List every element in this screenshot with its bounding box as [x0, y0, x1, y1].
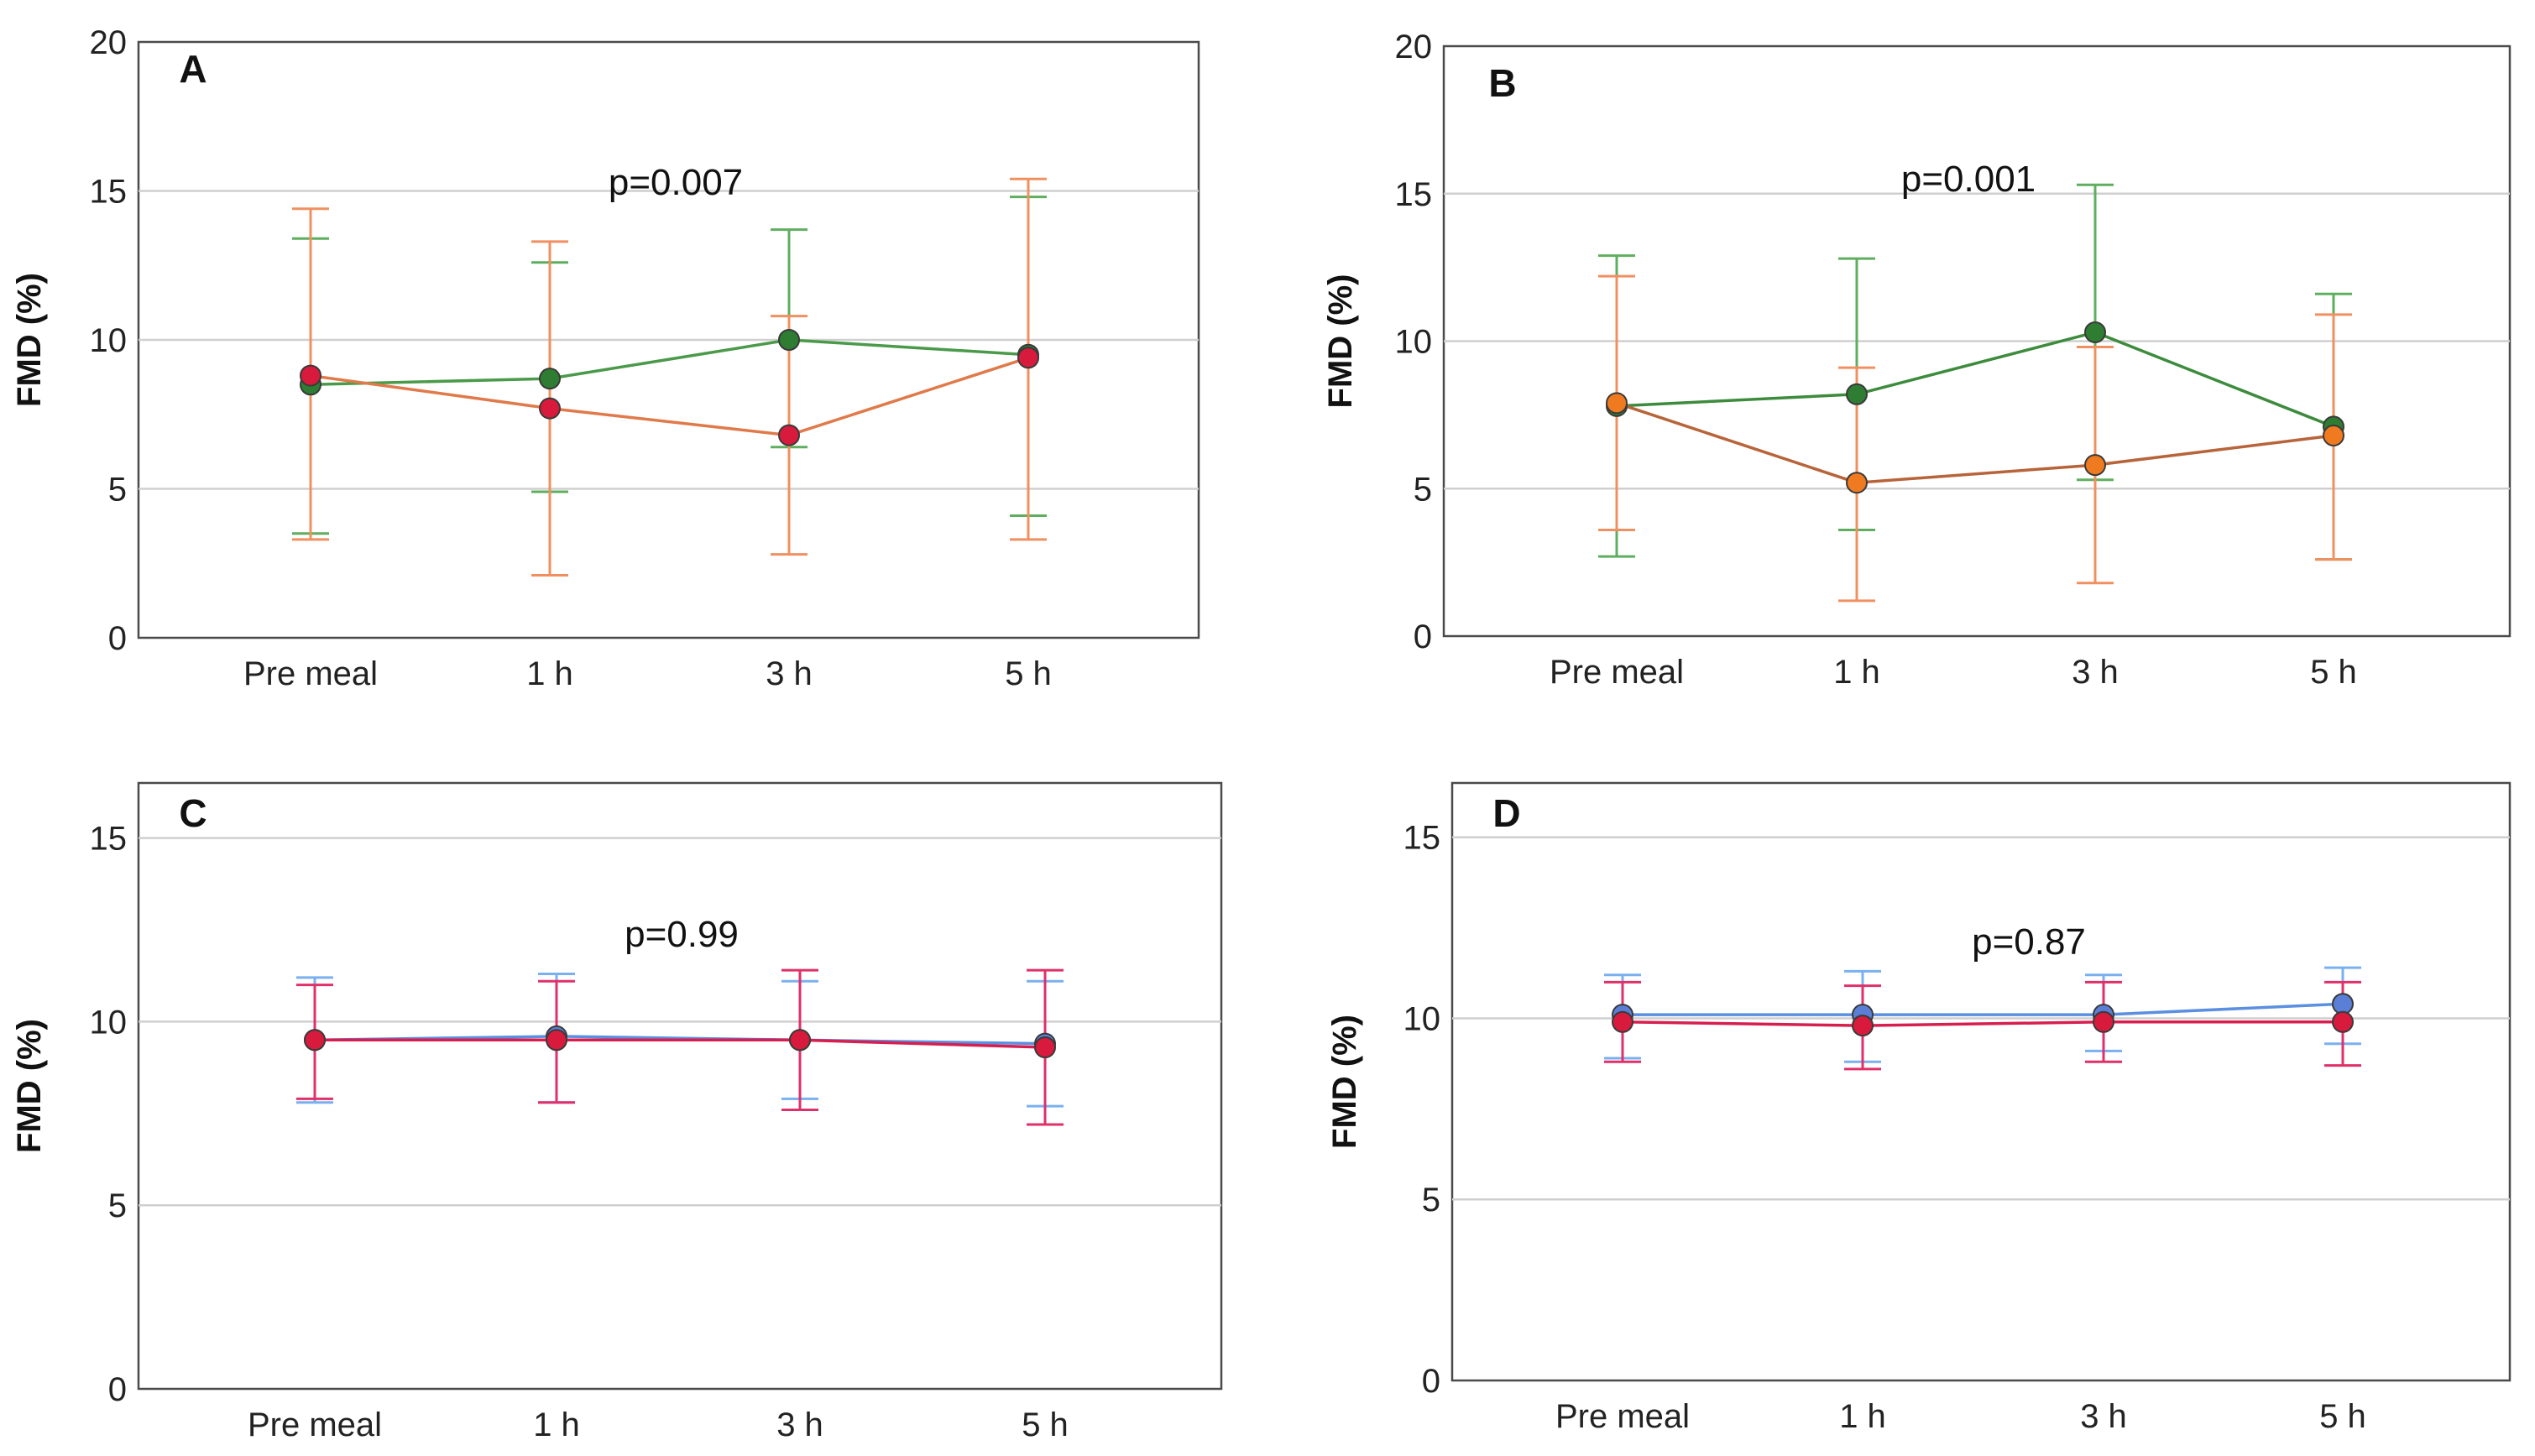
x-tick-label: 1 h [526, 655, 573, 692]
x-tick-label: 3 h [2072, 654, 2119, 691]
data-point-green [2084, 321, 2106, 343]
data-point-red [539, 397, 561, 420]
data-point-crimson [1612, 1010, 1633, 1033]
data-point-red [778, 424, 800, 446]
data-point-green [1846, 383, 1868, 405]
y-tick-label: 15 [90, 174, 128, 211]
data-point-crimson [304, 1029, 326, 1052]
y-tick-label: 15 [1395, 176, 1433, 213]
panel-a: 0 5 10 15 20 Pre meal 1 h 3 h 5 h FMD (%) Ap=0.007 [11, 24, 1200, 692]
x-tick-label: 3 h [776, 1406, 823, 1443]
data-point-crimson [1034, 1036, 1056, 1059]
panel-d: 0 5 10 15 Pre meal 1 h 3 h 5 h FMD (%) Dp=0.87 [1326, 781, 2511, 1435]
x-tick-label: 1 h [1839, 1398, 1886, 1435]
data-point-orange [1606, 392, 1628, 415]
panel-label: B [1488, 61, 1516, 105]
y-tick-label: 10 [90, 322, 128, 359]
x-tick-label: 3 h [2080, 1398, 2127, 1435]
y-tick-label: 10 [1395, 324, 1433, 361]
x-tick-label: 5 h [1005, 655, 1052, 692]
x-tick-label: 1 h [533, 1406, 580, 1443]
y-tick-label: 5 [1422, 1182, 1440, 1219]
p-value-annotation: p=0.001 [1901, 159, 2036, 200]
series-line-blue [1623, 1002, 2344, 1016]
series-line-orange [1616, 401, 2334, 484]
y-axis-label: FMD (%) [11, 273, 48, 407]
x-tick-label: 5 h [2310, 654, 2357, 691]
data-point-green [778, 329, 800, 351]
y-axis-label: FMD (%) [1322, 274, 1359, 409]
y-tick-label: 20 [90, 24, 128, 61]
y-tick-label: 0 [1414, 618, 1432, 655]
y-tick-label: 5 [108, 472, 127, 509]
p-value-annotation: p=0.87 [1972, 921, 2086, 963]
y-tick-label: 15 [90, 821, 128, 858]
series-line-crimson [315, 1038, 1046, 1049]
plot-area [1450, 781, 2511, 1382]
plot-area [137, 781, 1223, 1391]
y-tick-label: 5 [1414, 471, 1432, 508]
series-line-green [1616, 331, 2334, 429]
panel-c: 0 5 10 15 Pre meal 1 h 3 h 5 h FMD (%) Cp=0.99 [11, 781, 1223, 1443]
data-point-red [1017, 347, 1039, 369]
y-tick-label: 10 [1403, 1000, 1441, 1037]
series-line-red [310, 356, 1029, 437]
x-tick-label: Pre meal [243, 655, 378, 692]
panel-label: D [1492, 791, 1520, 835]
panel-label: A [179, 47, 206, 91]
x-tick-label: Pre meal [1550, 654, 1684, 691]
p-value-annotation: p=0.99 [625, 914, 739, 955]
data-point-crimson [1852, 1015, 1874, 1037]
panel-label: C [179, 791, 206, 835]
y-axis-label: FMD (%) [11, 1019, 48, 1153]
y-tick-label: 15 [1403, 820, 1441, 857]
data-point-orange [1846, 472, 1868, 494]
x-tick-label: Pre meal [248, 1406, 382, 1443]
data-point-crimson [546, 1029, 567, 1052]
data-point-crimson [2093, 1010, 2114, 1033]
data-point-crimson [2332, 1010, 2354, 1033]
y-tick-label: 0 [1422, 1363, 1440, 1400]
y-tick-label: 0 [108, 1371, 127, 1408]
series-line-green [310, 338, 1029, 386]
x-tick-label: Pre meal [1555, 1398, 1690, 1435]
y-tick-label: 0 [108, 620, 127, 657]
data-point-orange [2084, 454, 2106, 477]
y-axis-label: FMD (%) [1326, 1015, 1363, 1149]
y-tick-label: 10 [90, 1004, 128, 1041]
data-point-orange [2323, 424, 2344, 446]
data-point-green [539, 368, 561, 390]
p-value-annotation: p=0.007 [609, 162, 743, 203]
series-line-crimson [1622, 1020, 2343, 1027]
series-line-blue [314, 1035, 1046, 1046]
data-point-crimson [789, 1029, 811, 1052]
x-tick-label: 5 h [1022, 1406, 1069, 1443]
y-tick-label: 20 [1395, 29, 1433, 65]
panel-b: 0 5 10 15 20 Pre meal 1 h 3 h 5 h FMD (%) Bp=0.001 [1322, 29, 2511, 691]
x-tick-label: 1 h [1833, 654, 1880, 691]
data-point-blue [2332, 993, 2354, 1015]
y-tick-label: 5 [108, 1187, 127, 1224]
data-point-red [300, 364, 321, 387]
x-tick-label: 5 h [2319, 1398, 2366, 1435]
x-tick-label: 3 h [766, 655, 813, 692]
